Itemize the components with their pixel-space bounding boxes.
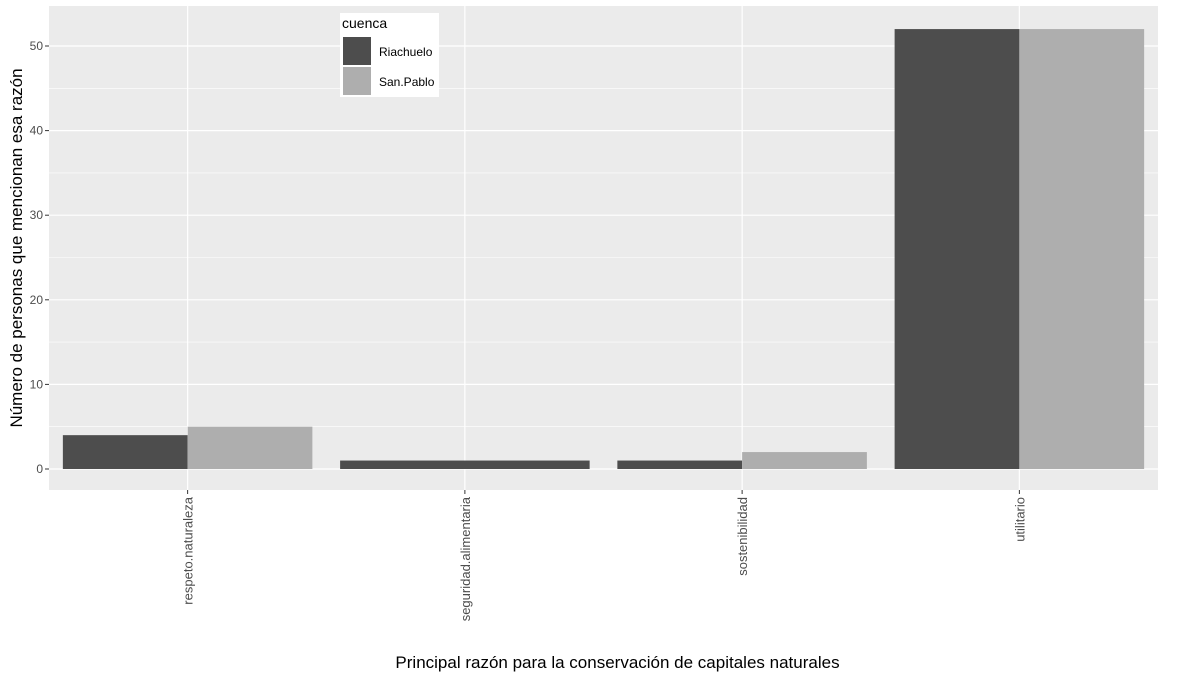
x-tick-label: sostenibilidad (735, 497, 750, 576)
y-tick-label: 10 (30, 377, 44, 391)
bar-riachuelo-seguridad-alimentaria (340, 460, 590, 469)
y-tick-label: 30 (30, 208, 44, 222)
y-tick-label: 50 (30, 39, 44, 53)
x-tick-label: seguridad.alimentaria (458, 496, 473, 621)
bar-riachuelo-respeto-naturaleza (62, 435, 188, 469)
bar-san-pablo-respeto-naturaleza (187, 426, 313, 469)
x-tick-label: respeto.naturaleza (181, 496, 196, 604)
bars (62, 29, 1145, 470)
x-axis: respeto.naturaleza seguridad.alimentaria s… (181, 490, 1027, 672)
bar-riachuelo-sostenibilidad (617, 460, 743, 469)
x-tick-label: utilitario (1012, 497, 1027, 542)
legend-title: cuenca (342, 15, 387, 31)
legend-label: Riachuelo (379, 45, 433, 59)
y-tick-label: 40 (30, 124, 44, 138)
bar-san-pablo-sostenibilidad (742, 452, 867, 469)
y-tick-label: 0 (36, 462, 43, 476)
legend-label: San.Pablo (379, 75, 435, 89)
bar-riachuelo-utilitario (894, 29, 1020, 470)
x-axis-title: Principal razón para la conservación de … (395, 653, 839, 672)
legend-key-riachuelo (343, 37, 371, 65)
legend: cuenca Riachuelo San.Pablo (340, 13, 439, 97)
y-axis: 0 10 20 30 40 50 Número de personas que mencio… (7, 39, 49, 476)
y-axis-title: Número de personas que mencionan esa raz… (7, 68, 26, 427)
y-tick-label: 20 (30, 293, 44, 307)
bar-san-pablo-utilitario (1019, 29, 1145, 470)
legend-key-san-pablo (343, 67, 371, 95)
